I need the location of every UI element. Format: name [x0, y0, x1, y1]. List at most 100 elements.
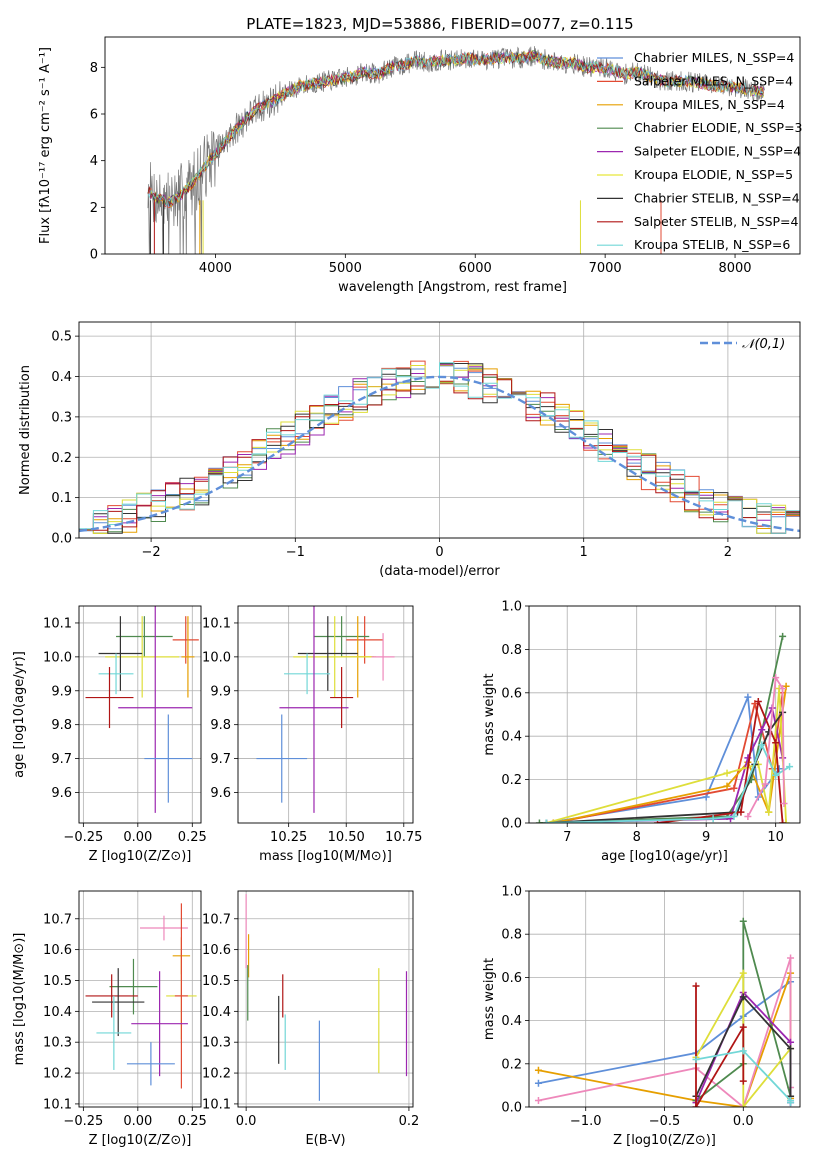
weight-marker [779, 632, 787, 640]
y-axis-label: mass weight [482, 958, 497, 1040]
y-axis-label: mass [log10(M/M⊙)] [12, 933, 27, 1066]
x-tick-label: 4000 [199, 261, 232, 276]
plot-area [534, 917, 795, 1107]
axes-frame [237, 605, 414, 824]
y-tick-label: 0.3 [51, 410, 72, 425]
y-tick-label: 9.6 [51, 786, 72, 801]
y-tick-label: 0.2 [501, 773, 522, 788]
x-tick-label: 2 [724, 545, 732, 560]
y-tick-label: 10.5 [202, 974, 231, 989]
weight-marker [744, 812, 752, 820]
weight-marker [780, 799, 788, 807]
weight-marker [779, 684, 787, 692]
weight-marker [786, 763, 794, 771]
x-tick-label: 6000 [459, 261, 492, 276]
legend-entry: Salpeter MILES, N_SSP=4 [634, 73, 793, 88]
legend-entry: Kroupa MILES, N_SSP=4 [634, 97, 785, 112]
y-tick-label: 10.6 [202, 943, 231, 958]
axes-frame [104, 36, 801, 255]
weight-marker [739, 1023, 747, 1031]
weight-marker [779, 819, 787, 823]
y-tick-label: 10.1 [202, 1097, 231, 1112]
y-tick-label: 10.1 [43, 1097, 72, 1112]
y-axis-label: mass weight [482, 673, 497, 755]
x-axis-label: E(B-V) [305, 1133, 345, 1148]
weight-marker [730, 812, 738, 820]
normal-curve [79, 375, 800, 533]
y-tick-label: 0.0 [501, 817, 522, 832]
y-tick-label: 9.6 [210, 786, 231, 801]
plot-area [85, 606, 199, 813]
weight-marker [758, 726, 766, 734]
x-tick-label: −2 [142, 545, 161, 560]
y-tick-label: 0.4 [51, 370, 72, 385]
weight-series [538, 957, 792, 1107]
axes-frame [237, 890, 414, 1108]
y-tick-label: 10.0 [202, 650, 231, 665]
weight-marker [739, 969, 747, 977]
weight-marker [730, 784, 738, 792]
y-tick-label: 10.6 [43, 943, 72, 958]
weight-marker [534, 1066, 542, 1074]
y-tick-label: 9.9 [210, 684, 231, 699]
weight-marker [787, 954, 795, 962]
y-tick-label: 0.0 [501, 1101, 522, 1116]
y-tick-label: 0.8 [501, 643, 522, 658]
x-tick-label: 8000 [718, 261, 751, 276]
y-tick-label: 0.4 [501, 730, 522, 745]
x-tick-label: 9 [702, 830, 710, 845]
y-tick-label: 10.7 [202, 912, 231, 927]
x-tick-label: 0.00 [123, 830, 152, 845]
weight-marker [775, 765, 783, 773]
weight-marker [723, 769, 731, 777]
y-tick-label: 9.9 [51, 684, 72, 699]
y-tick-label: 2 [90, 201, 98, 216]
x-tick-label: 1 [580, 545, 588, 560]
y-axis-label: age [log10(age/yr)] [12, 651, 27, 778]
histogram-series [79, 362, 800, 534]
y-tick-label: 0.1 [51, 491, 72, 506]
weight-marker [739, 1103, 747, 1107]
model-spectrum [147, 49, 764, 206]
x-tick-label: −0.25 [63, 1114, 103, 1129]
weight-series [539, 636, 784, 823]
y-tick-label: 10.4 [202, 1005, 231, 1020]
weight-marker [782, 819, 790, 823]
y-tick-label: 9.7 [51, 752, 72, 767]
y-tick-label: 0.6 [501, 686, 522, 701]
axes-frame [78, 605, 202, 824]
x-axis-label: mass [log10(M/M⊙)] [259, 849, 392, 864]
weight-marker [739, 1047, 747, 1055]
y-tick-label: 6 [90, 108, 98, 123]
plot-area [256, 606, 395, 813]
weight-marker [534, 1097, 542, 1105]
y-tick-label: 0.8 [501, 928, 522, 943]
y-tick-label: 10.3 [43, 1036, 72, 1051]
weight-series [546, 696, 780, 823]
legend-entry: Chabrier ELODIE, N_SSP=3 [634, 120, 803, 135]
legend-entry: Kroupa ELODIE, N_SSP=5 [634, 167, 793, 182]
plot-layer: 4000 5000 6000 7000 8000 0 2 4 6 8 wavelength [Ang… [12, 36, 803, 1148]
weight-marker [739, 1077, 747, 1085]
x-tick-label: 0 [435, 545, 443, 560]
weight-series [546, 742, 791, 823]
x-axis-label: Z [log10(Z/Z⊙)] [613, 1133, 716, 1148]
weight-marker [535, 819, 543, 823]
legend-entry: Salpeter ELODIE, N_SSP=4 [634, 144, 801, 159]
weight-marker [739, 917, 747, 925]
x-axis-label: Z [log10(Z/Z⊙)] [89, 1133, 192, 1148]
plot-area [85, 903, 197, 1089]
x-tick-label: −0.5 [649, 1114, 681, 1129]
y-tick-label: 0.2 [501, 1057, 522, 1072]
axes-frame [78, 890, 202, 1108]
x-tick-label: 0.00 [123, 1114, 152, 1129]
x-tick-label: 0.0 [733, 1114, 754, 1129]
y-tick-label: 9.8 [210, 718, 231, 733]
weight-marker [692, 982, 700, 990]
weight-marker [758, 741, 766, 749]
legend-entry: Salpeter STELIB, N_SSP=4 [634, 214, 799, 229]
x-tick-label: −1 [286, 545, 305, 560]
x-tick-label: 10.25 [270, 830, 307, 845]
y-tick-label: 9.7 [210, 752, 231, 767]
y-tick-label: 0.2 [51, 451, 72, 466]
